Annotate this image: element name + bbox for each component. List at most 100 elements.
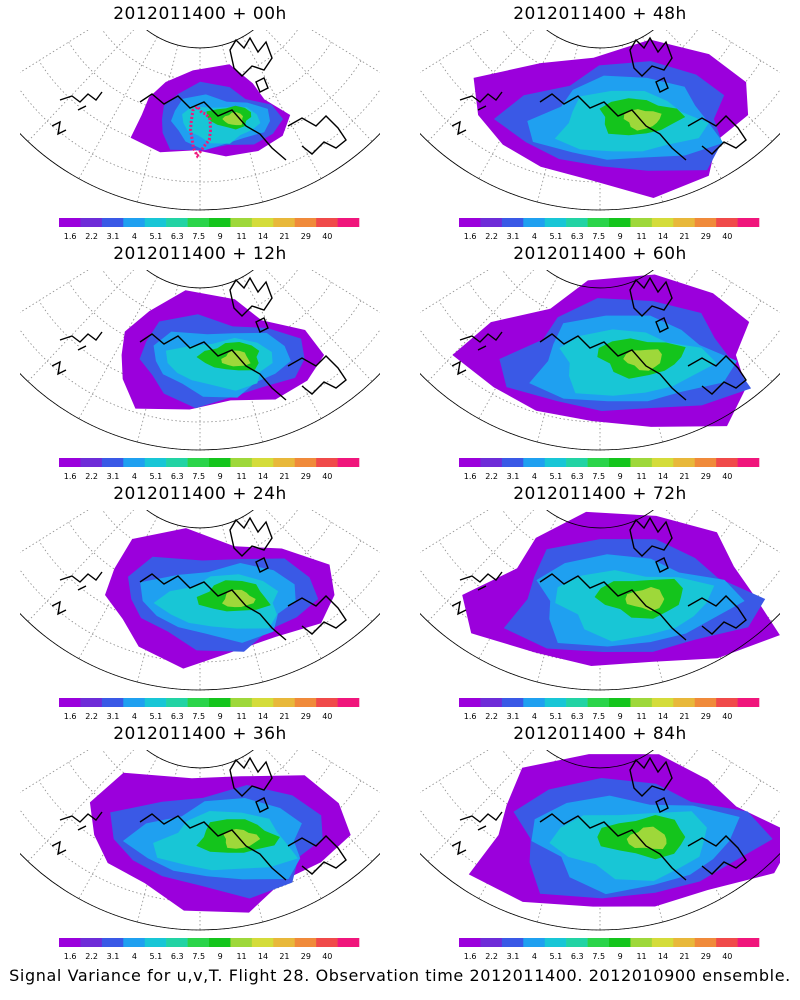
colorbar-swatch [187,938,210,947]
map-panel-36h: 2012011400 + 36h 1.6 2.2 3.1 4 5.1 6.3 7.5 9 11 1… [0,720,400,965]
colorbar-tick-label: 2.2 [85,472,98,481]
colorbar-swatch [166,458,188,467]
colorbar-tick-label: 21 [279,952,289,961]
colorbar-swatch [694,458,717,467]
colorbar: 1.6 2.2 3.1 4 5.1 6.3 7.5 9 11 14 21 29 40 [459,218,760,241]
colorbar-swatch [480,458,503,467]
colorbar-swatch [630,698,653,707]
colorbar-swatch [294,698,317,707]
colorbar-swatch [587,218,610,227]
colorbar-swatch [166,938,188,947]
colorbar-tick-label: 6.3 [571,232,584,241]
variance-field [89,772,351,913]
colorbar-tick-label: 5.1 [549,952,562,961]
colorbar-swatch [716,458,738,467]
colorbar-swatch [609,698,631,707]
colorbar-swatch [544,218,567,227]
colorbar-swatch [316,218,338,227]
colorbar-swatch [587,458,610,467]
colorbar-swatch [80,698,103,707]
colorbar-swatch [251,938,274,947]
colorbar-tick-label: 9 [618,952,623,961]
coastlines [451,276,747,401]
colorbar-tick-label: 5.1 [149,472,162,481]
colorbar-tick-label: 40 [322,712,332,721]
colorbar-swatch [523,938,546,947]
colorbar-swatch [209,938,231,947]
colorbar-tick-label: 7.5 [192,472,205,481]
colorbar-swatch [673,458,696,467]
colorbar-swatch [737,218,760,227]
colorbar-swatch [673,218,696,227]
coastlines [51,36,347,161]
colorbar-swatch [166,218,188,227]
colorbar-swatch [230,938,253,947]
colorbar-tick-label: 7.5 [192,232,205,241]
colorbar-swatch [544,938,567,947]
panel-title: 2012011400 + 12h [113,244,287,264]
colorbar-swatch [294,218,317,227]
colorbar-swatch [737,458,760,467]
coastlines [51,276,347,401]
panel-title: 2012011400 + 72h [513,484,687,504]
colorbar-tick-label: 11 [636,952,646,961]
colorbar-tick-label: 9 [618,712,623,721]
colorbar-tick-label: 21 [279,232,289,241]
colorbar-swatch [209,218,231,227]
colorbar-tick-label: 3.1 [107,232,120,241]
colorbar-tick-label: 7.5 [592,472,605,481]
colorbar-swatch [144,698,167,707]
map-plot [20,510,380,691]
coastlines [451,36,747,161]
colorbar-swatch [316,698,338,707]
variance-field [130,64,291,159]
colorbar-tick-label: 11 [636,712,646,721]
colorbar-swatch [123,218,146,227]
colorbar-tick-label: 6.3 [171,952,184,961]
colorbar-swatch [59,698,81,707]
colorbar-tick-label: 5.1 [149,232,162,241]
colorbar-swatch [566,458,588,467]
colorbar-swatch [609,218,631,227]
variance-field [105,528,335,669]
colorbar-tick-label: 4 [532,952,537,961]
map-plot [420,270,780,451]
map-panel-84h: 2012011400 + 84h 1.6 2.2 3.1 4 5.1 6.3 7.5 9 11 1… [400,720,800,965]
colorbar-swatch [480,698,503,707]
colorbar-tick-label: 3.1 [507,952,520,961]
colorbar-swatch [230,458,253,467]
colorbar-swatch [480,938,503,947]
colorbar-tick-label: 3.1 [107,712,120,721]
colorbar: 1.6 2.2 3.1 4 5.1 6.3 7.5 9 11 14 21 29 40 [459,938,760,961]
colorbar-tick-label: 9 [218,952,223,961]
colorbar-tick-label: 2.2 [485,952,498,961]
colorbar-swatch [187,698,210,707]
map-plot [20,270,380,451]
colorbar-swatch [716,938,738,947]
colorbar-swatch [101,698,124,707]
colorbar-swatch [566,218,588,227]
colorbar-swatch [251,218,274,227]
colorbar-swatch [651,938,674,947]
figure-caption: Signal Variance for u,v,T. Flight 28. Ob… [9,966,791,985]
colorbar-swatch [251,458,274,467]
colorbar-swatch [523,698,546,707]
colorbar-swatch [716,218,738,227]
colorbar-tick-label: 1.6 [64,952,77,961]
colorbar-swatch [230,698,253,707]
colorbar-swatch [651,218,674,227]
coastlines [451,516,747,641]
colorbar-swatch [101,218,124,227]
colorbar-tick-label: 3.1 [507,232,520,241]
colorbar-tick-label: 21 [279,712,289,721]
colorbar-swatch [123,938,146,947]
colorbar-tick-label: 5.1 [549,232,562,241]
colorbar-swatch [630,218,653,227]
colorbar-swatch [651,458,674,467]
map-boundary [420,510,780,691]
colorbar-tick-label: 14 [658,952,668,961]
colorbar-tick-label: 7.5 [192,952,205,961]
colorbar-tick-label: 4 [132,232,137,241]
colorbar-swatch [459,698,481,707]
variance-field [468,754,780,907]
